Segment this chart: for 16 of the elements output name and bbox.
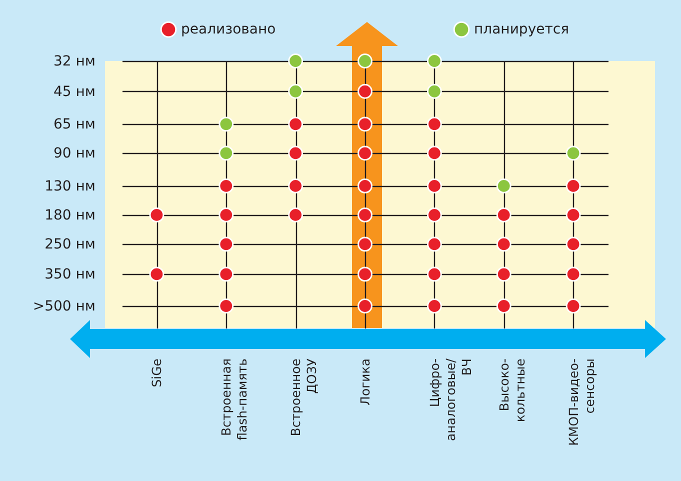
- x-tick-label: Цифро- аналоговые/ ВЧ: [426, 358, 474, 441]
- y-tick-label: 45 нм: [54, 84, 96, 100]
- y-tick-label: 250 нм: [44, 236, 96, 253]
- y-tick-label: 32 нм: [54, 54, 96, 70]
- y-tick-label: >500 нм: [32, 298, 96, 314]
- y-tick-label: 130 нм: [44, 178, 96, 194]
- y-tick-label: 90 нм: [54, 146, 96, 162]
- x-tick-label: Встроенная flash-память: [218, 358, 250, 440]
- y-tick-label: 180 нм: [44, 207, 96, 224]
- x-tick-label: SiGe: [149, 358, 164, 388]
- x-tick-label: Встроенное ДОЗУ: [288, 358, 320, 436]
- x-tick-label: Логика: [358, 358, 372, 406]
- legend-label: реализовано: [181, 22, 276, 38]
- y-tick-label: 350 нм: [44, 266, 96, 283]
- legend-label: планируется: [474, 22, 569, 38]
- y-tick-label: 65 нм: [54, 116, 96, 133]
